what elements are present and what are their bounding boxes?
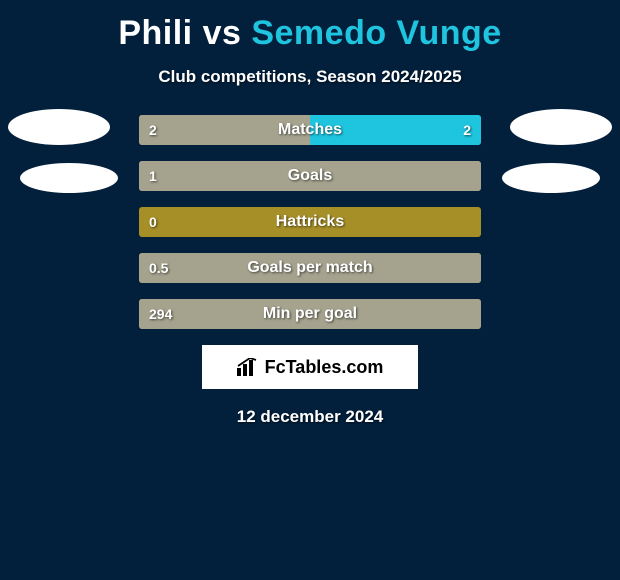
footer-date: 12 december 2024 xyxy=(0,407,620,427)
stat-row: Min per goal294 xyxy=(139,299,481,329)
player1-name: Phili xyxy=(118,14,192,52)
player1-value: 2 xyxy=(149,122,157,138)
player2-name: Semedo Vunge xyxy=(251,14,501,52)
stat-label: Goals xyxy=(139,167,481,185)
player1-badge-icon xyxy=(8,109,110,145)
stat-row: Matches2 2 xyxy=(139,115,481,145)
player1-value: 0 xyxy=(149,214,157,230)
subtitle: Club competitions, Season 2024/2025 xyxy=(0,67,620,87)
stat-row: Goals1 xyxy=(139,161,481,191)
stat-label: Hattricks xyxy=(139,213,481,231)
stat-label: Matches xyxy=(139,121,481,139)
vs-text: vs xyxy=(203,14,242,52)
brand-text: FcTables.com xyxy=(265,357,384,378)
player2-badge-icon xyxy=(502,163,600,193)
brand-logo: FcTables.com xyxy=(202,345,418,389)
stat-bars: Matches2 2 Goals1 Hattricks0 Goals per match… xyxy=(139,115,481,329)
player2-badge-icon xyxy=(510,109,612,145)
player2-value: 2 xyxy=(463,122,471,138)
player1-value: 294 xyxy=(149,306,172,322)
comparison-chart: Matches2 2 Goals1 Hattricks0 Goals per match… xyxy=(0,115,620,329)
chart-icon xyxy=(237,358,259,376)
player1-value: 0.5 xyxy=(149,260,168,276)
player1-badge-icon xyxy=(20,163,118,193)
player1-value: 1 xyxy=(149,168,157,184)
stat-row: Hattricks0 xyxy=(139,207,481,237)
stat-row: Goals per match0.5 xyxy=(139,253,481,283)
stat-label: Goals per match xyxy=(139,259,481,277)
page-title: Phili vs Semedo Vunge xyxy=(0,0,620,53)
stat-label: Min per goal xyxy=(139,305,481,323)
